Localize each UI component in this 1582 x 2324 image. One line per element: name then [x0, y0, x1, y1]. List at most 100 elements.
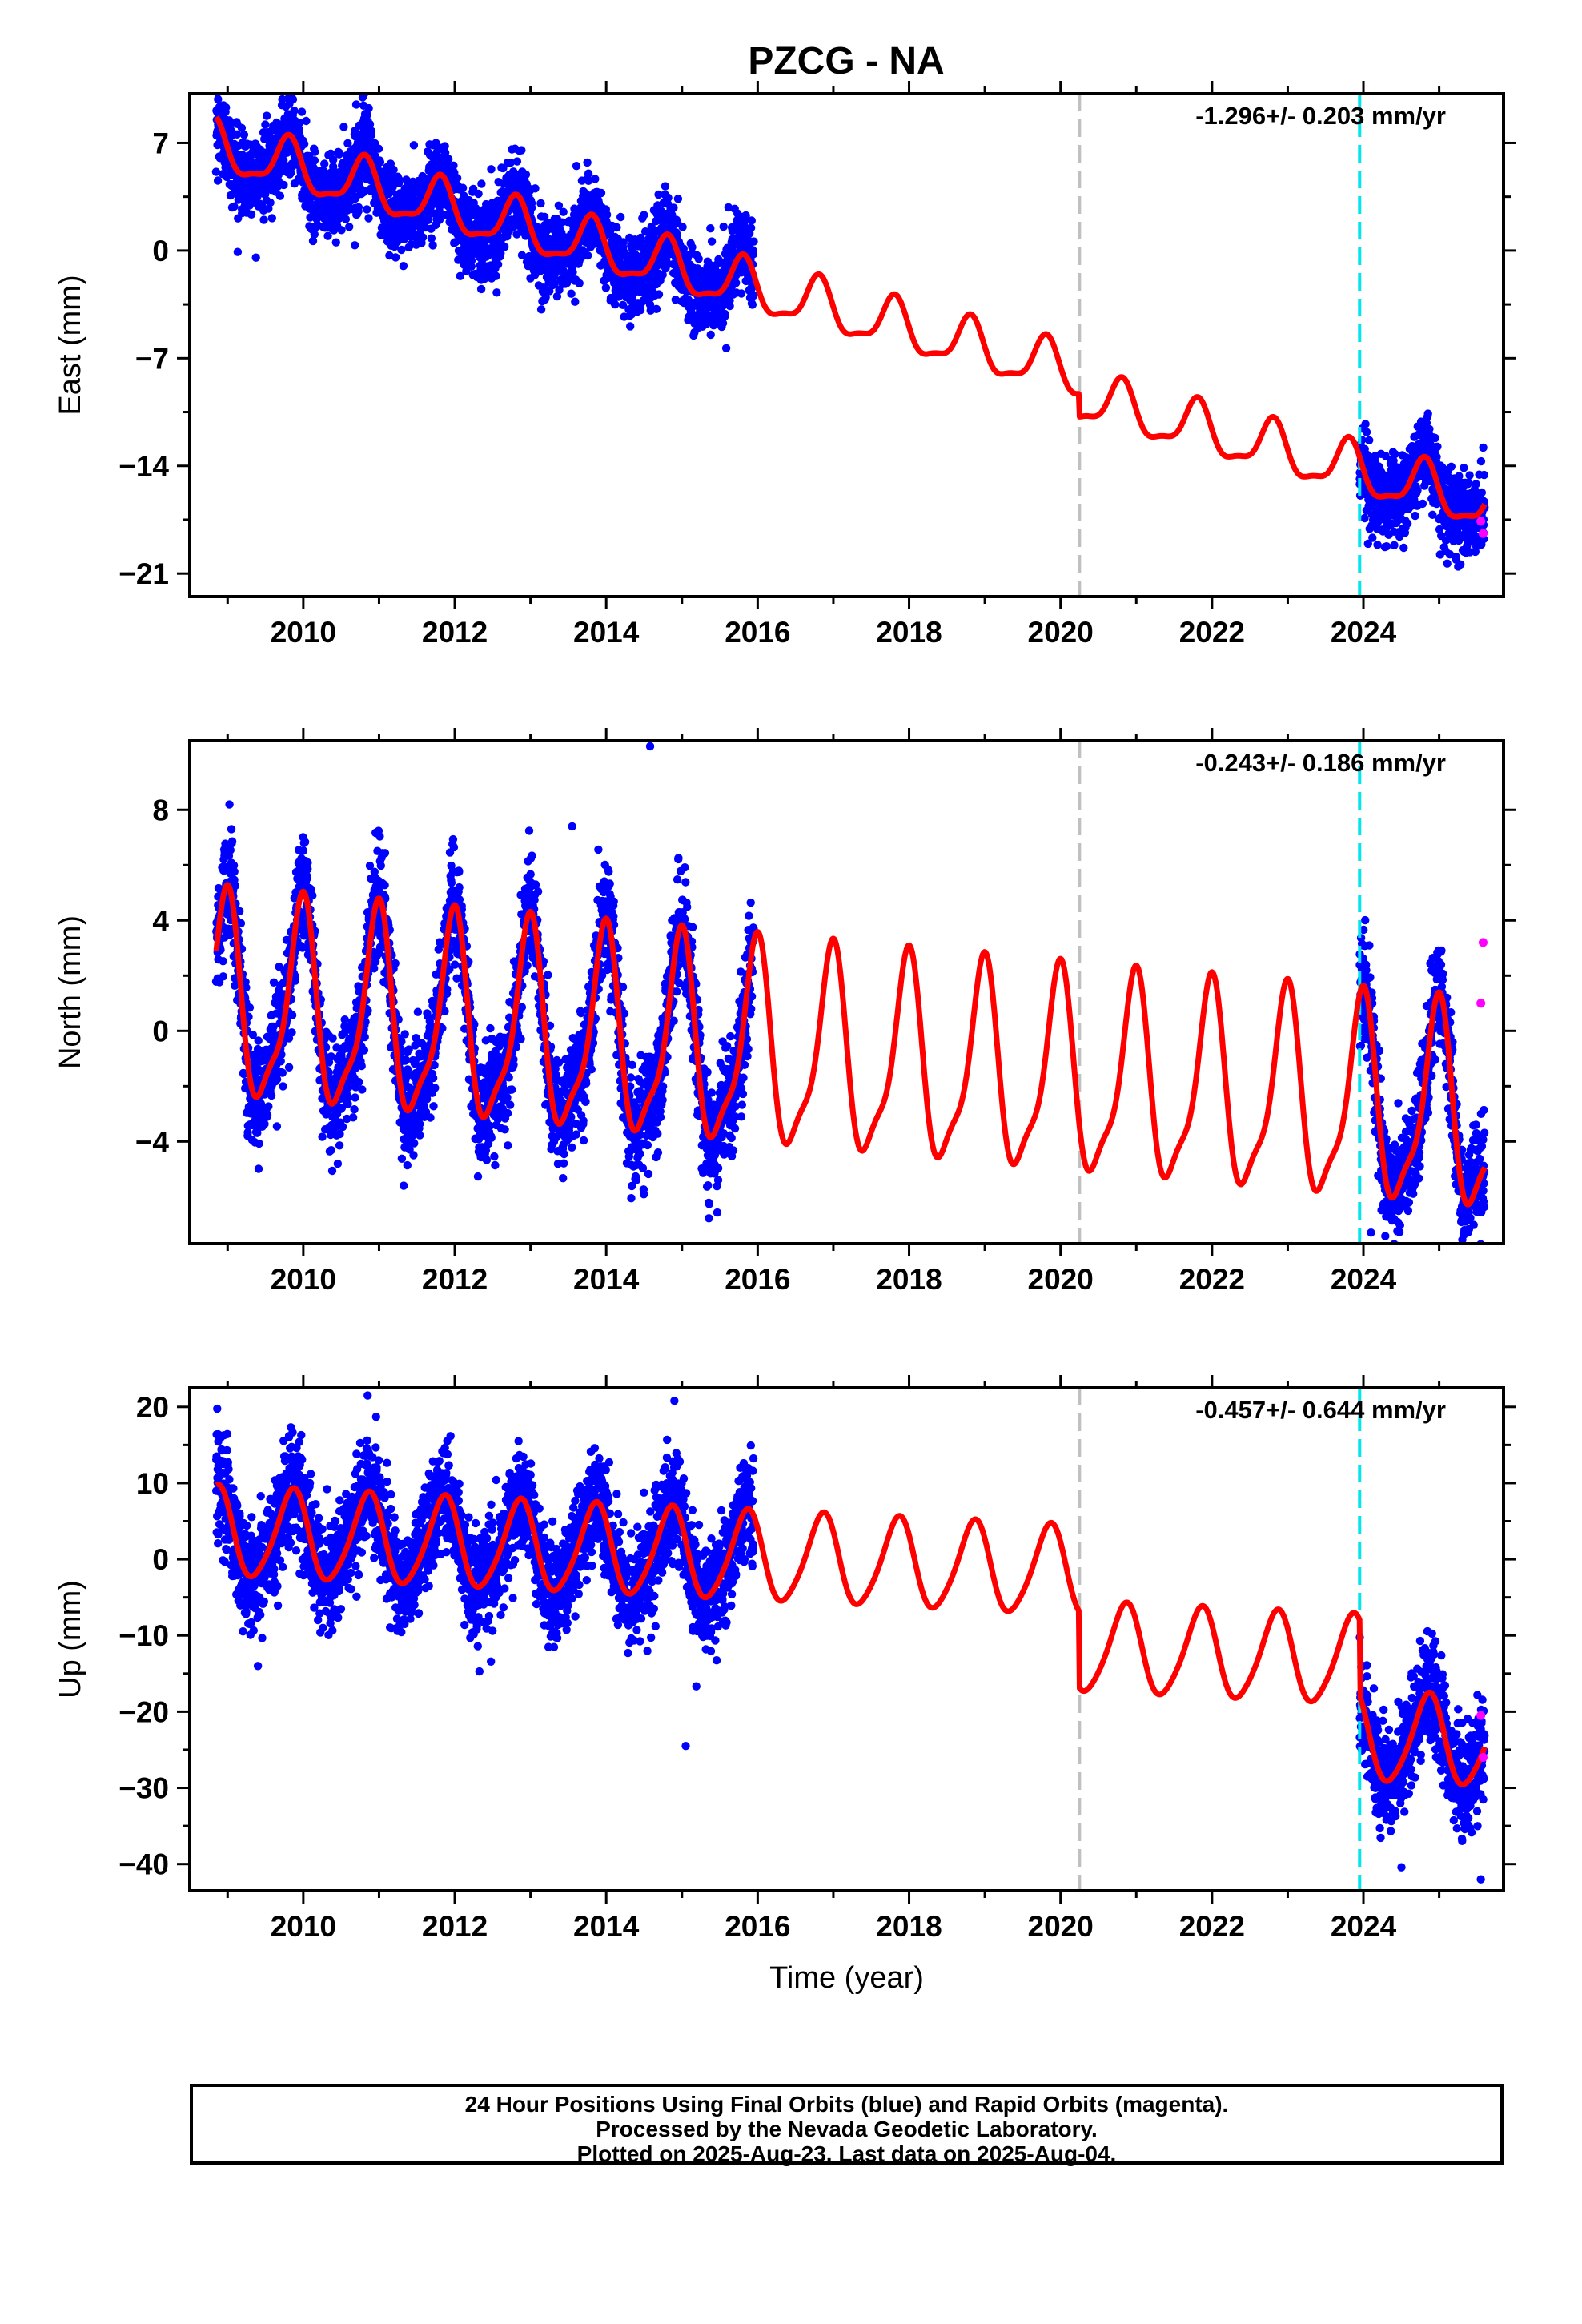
data-point	[308, 236, 318, 246]
data-point	[345, 223, 354, 231]
data-point	[363, 1006, 372, 1015]
data-point	[725, 301, 734, 311]
data-point	[245, 1003, 255, 1012]
data-point	[335, 1129, 344, 1139]
data-point	[375, 158, 385, 167]
data-point	[232, 130, 242, 139]
data-point	[1399, 543, 1408, 553]
data-point	[391, 253, 400, 262]
data-point	[661, 182, 670, 191]
data-point	[242, 983, 251, 992]
data-point	[327, 1052, 335, 1061]
data-point	[230, 867, 239, 876]
data-point	[749, 291, 758, 300]
data-point	[1402, 453, 1411, 462]
data-point	[496, 249, 505, 258]
data-point	[601, 283, 611, 292]
data-point	[626, 322, 635, 331]
data-point	[584, 176, 593, 185]
data-point	[231, 881, 239, 891]
data-point	[318, 1132, 327, 1141]
data-point	[1443, 559, 1452, 568]
x-tick-label: 2022	[1179, 616, 1245, 649]
data-point	[278, 94, 287, 104]
data-point	[658, 271, 667, 279]
data-point	[568, 267, 577, 277]
data-point	[707, 237, 717, 246]
data-point	[1479, 443, 1488, 452]
data-point	[669, 203, 678, 212]
data-point	[311, 147, 319, 156]
data-point	[749, 250, 758, 259]
data-point	[388, 183, 397, 191]
data-point	[275, 191, 285, 200]
data-point	[343, 139, 352, 148]
data-point	[303, 858, 312, 867]
data-point	[1447, 462, 1456, 471]
data-point	[219, 972, 227, 981]
data-point	[1431, 433, 1439, 443]
data-point	[365, 861, 375, 870]
data-point	[575, 279, 584, 287]
data-point	[1365, 436, 1374, 444]
data-point	[452, 174, 462, 183]
data-point	[297, 107, 307, 116]
data-point	[688, 243, 697, 251]
data-point	[1368, 533, 1377, 542]
data-point	[584, 169, 593, 178]
data-point	[536, 305, 546, 314]
data-point	[694, 255, 703, 263]
data-point	[288, 94, 298, 104]
data-point	[493, 260, 503, 269]
data-point	[385, 251, 394, 260]
data-point	[329, 155, 338, 164]
rapid-orbit-point	[1476, 517, 1486, 526]
data-point	[521, 170, 531, 179]
data-point	[363, 111, 371, 119]
data-point	[272, 1122, 282, 1131]
data-point	[335, 148, 344, 158]
data-point	[263, 111, 271, 120]
data-point	[279, 180, 288, 190]
data-point	[374, 144, 383, 153]
data-point	[244, 1012, 253, 1021]
x-tick-label: 2010	[271, 616, 336, 649]
data-point	[225, 800, 234, 809]
data-point	[596, 188, 606, 198]
plot-area	[211, 94, 1489, 597]
data-point	[476, 284, 486, 294]
final-orbit-points	[211, 94, 1489, 571]
data-point	[329, 162, 338, 171]
data-point	[1477, 488, 1487, 497]
y-tick-label: −21	[118, 557, 169, 590]
data-point	[1480, 470, 1488, 480]
data-point	[278, 1068, 287, 1077]
data-point	[1411, 511, 1419, 521]
data-point	[1428, 510, 1437, 519]
figure-title: PZCG - NA	[748, 40, 944, 82]
data-point	[614, 292, 623, 301]
data-point	[337, 1104, 347, 1112]
data-point	[611, 300, 620, 309]
data-point	[222, 103, 231, 112]
data-point	[591, 175, 600, 183]
data-point	[264, 1102, 273, 1111]
data-point	[1413, 486, 1422, 495]
data-point	[211, 167, 221, 176]
data-point	[226, 846, 235, 854]
data-point	[409, 141, 419, 150]
data-point	[706, 330, 715, 340]
data-point	[279, 1082, 287, 1091]
data-point	[251, 253, 260, 262]
data-point	[267, 214, 276, 223]
data-point	[427, 234, 436, 243]
data-point	[492, 288, 501, 297]
data-point	[338, 1122, 347, 1132]
data-point	[397, 245, 406, 255]
data-point	[444, 155, 453, 163]
data-point	[389, 165, 398, 175]
data-point	[719, 301, 728, 310]
data-point	[550, 279, 559, 288]
data-point	[492, 271, 500, 280]
x-tick-label: 2016	[725, 616, 790, 649]
